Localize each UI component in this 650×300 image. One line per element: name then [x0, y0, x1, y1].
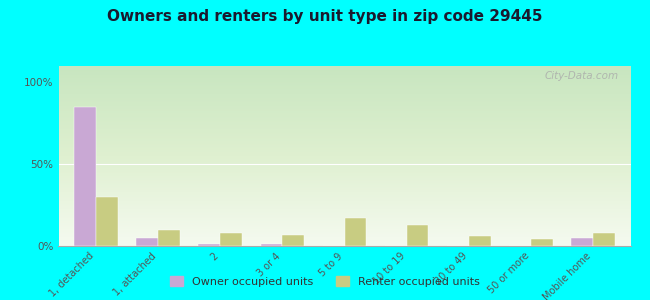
- Bar: [571, 238, 593, 246]
- Bar: [198, 244, 220, 246]
- Bar: [96, 197, 118, 246]
- Bar: [407, 225, 428, 246]
- Bar: [261, 244, 282, 246]
- Bar: [282, 235, 304, 246]
- Bar: [74, 107, 96, 246]
- Bar: [220, 233, 242, 246]
- Bar: [158, 230, 180, 246]
- Text: Owners and renters by unit type in zip code 29445: Owners and renters by unit type in zip c…: [107, 9, 543, 24]
- Text: City-Data.com: City-Data.com: [545, 71, 619, 81]
- Bar: [344, 218, 366, 246]
- Bar: [469, 236, 491, 246]
- Legend: Owner occupied units, Renter occupied units: Owner occupied units, Renter occupied un…: [166, 272, 484, 291]
- Bar: [531, 239, 552, 246]
- Bar: [593, 233, 615, 246]
- Bar: [136, 238, 158, 246]
